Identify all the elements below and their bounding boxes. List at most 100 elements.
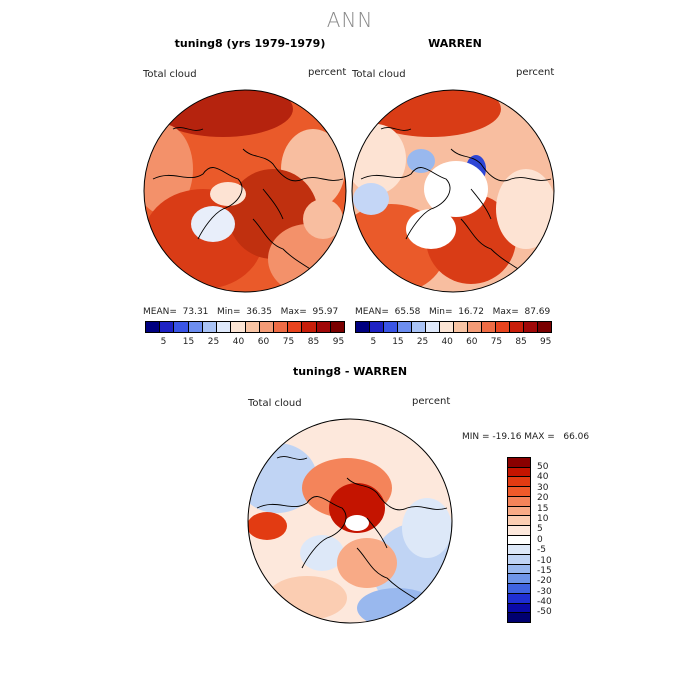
left-colorbar-ticks: 5 15 25 40 60 75 85 95 [145, 337, 351, 347]
left-colorbar-swatch [160, 322, 175, 332]
right-colorbar-swatch [482, 322, 496, 332]
diff-colorbar-tick: 40 [537, 472, 549, 483]
right-map-region [424, 161, 488, 217]
diff-map-region [345, 515, 369, 531]
left-colorbar-swatch [330, 322, 345, 332]
diff-map-region [300, 535, 344, 571]
diff-colorbar-tick: -10 [537, 555, 552, 566]
diff-colorbar-tick: 0 [537, 534, 543, 545]
left-colorbar-swatch [316, 322, 331, 332]
diff-colorbar-swatch [508, 487, 530, 497]
diff-map-region [248, 512, 287, 540]
left-panel-title: tuning8 (yrs 1979-1979) [174, 37, 326, 50]
left-min-value: 36.35 [246, 307, 272, 317]
diff-colorbar-swatch [508, 555, 530, 565]
right-max-value: 87.69 [524, 307, 551, 317]
right-map-region [496, 169, 554, 249]
right-colorbar-tick: 25 [416, 337, 429, 347]
left-colorbar-swatch [146, 322, 161, 332]
left-colorbar-swatch [202, 322, 218, 332]
left-mean-value: 73.31 [182, 307, 209, 317]
right-colorbar-tick: 85 [515, 337, 527, 347]
right-colorbar-tick: 15 [392, 337, 404, 347]
diff-colorbar-swatch [508, 593, 530, 604]
left-colorbar-tick: 5 [160, 337, 167, 347]
diff-colorbar-swatch [508, 477, 530, 488]
left-colorbar-tick: 60 [257, 337, 270, 347]
right-colorbar-swatch [538, 322, 551, 332]
right-colorbar-tick: 40 [441, 337, 453, 347]
right-coastline [360, 127, 552, 275]
diff-colorbar-swatch [508, 564, 530, 575]
diff-units-label: percent [412, 396, 451, 407]
diff-colorbar-swatch [508, 545, 530, 556]
right-colorbar-swatch [426, 322, 440, 332]
diff-colorbar-swatch [508, 467, 530, 478]
right-colorbar-swatch [356, 322, 370, 332]
right-min-value: 16.72 [458, 307, 484, 317]
right-colorbar-swatch [440, 322, 454, 332]
right-colorbar-swatch [398, 322, 412, 332]
diff-colorbar-tick: 30 [537, 482, 549, 493]
right-colorbar-tick: 5 [370, 337, 377, 347]
diff-colorbar-tick: -40 [537, 597, 552, 608]
right-map-region [406, 209, 456, 249]
diff-colorbar-tick: -20 [537, 576, 552, 587]
diff-colorbar-swatch [508, 613, 530, 622]
right-colorbar-tick: 95 [539, 337, 552, 347]
left-colorbar-swatch [174, 322, 189, 332]
right-map-region [352, 124, 406, 194]
diff-colorbar-tick: 15 [537, 503, 549, 514]
right-colorbar-swatch [370, 322, 384, 332]
figure-title: ANN [326, 8, 374, 32]
diff-map-region [337, 538, 397, 588]
left-colorbar-swatch [259, 322, 274, 332]
right-colorbar-swatch [510, 322, 524, 332]
left-mean-label: MEAN= [143, 307, 177, 317]
left-colorbar-swatch [288, 322, 303, 332]
diff-colorbar-tick: -5 [537, 545, 546, 556]
left-colorbar-swatch [217, 322, 232, 332]
left-units-label: percent [308, 67, 347, 78]
diff-colorbar-swatch [508, 496, 530, 507]
right-colorbar-swatch [454, 322, 468, 332]
left-polar-map [143, 89, 347, 293]
diff-map-region [329, 483, 385, 533]
left-colorbar-swatch [302, 322, 317, 332]
left-colorbar-tick: 85 [307, 337, 320, 347]
right-colorbar-swatch [384, 322, 398, 332]
diff-colorbar-tick: 50 [537, 462, 549, 472]
left-colorbar-swatch [231, 322, 246, 332]
diff-colorbar-swatch [508, 535, 530, 546]
left-colorbar-tick: 15 [182, 337, 195, 347]
diff-colorbar-swatch [508, 458, 530, 468]
diff-colorbar-ticks: 50 40 30 20 15 10 5 0 -5 -10 -15 -20 -30 -40 -50 [537, 462, 552, 618]
right-colorbar [355, 321, 552, 333]
right-variable-label: Total cloud [352, 69, 406, 80]
diff-map-region [402, 498, 452, 558]
right-polar-map [351, 89, 555, 293]
diff-polar-map [247, 418, 453, 624]
right-colorbar-swatch [524, 322, 538, 332]
left-max-value: 95.97 [312, 307, 339, 317]
right-min-label: Min= [428, 307, 453, 317]
left-colorbar-tick: 40 [232, 337, 245, 347]
right-colorbar-swatch [468, 322, 482, 332]
left-colorbar-tick: 95 [332, 337, 345, 347]
right-max-label: Max= [492, 307, 519, 317]
right-colorbar-tick: 60 [466, 337, 478, 347]
right-mean-label: MEAN= [355, 307, 389, 317]
left-map-region [303, 199, 343, 239]
right-panel-title: WARREN [428, 37, 482, 50]
diff-variable-label: Total cloud [248, 398, 302, 409]
right-map-region [407, 149, 435, 173]
diff-colorbar [507, 457, 531, 623]
left-stats: MEAN= 73.31 Min= 36.35 Max= 95.97 [143, 307, 338, 317]
diff-colorbar-tick: 10 [537, 513, 549, 524]
diff-colorbar-tick: 5 [537, 524, 543, 535]
diff-map-region [357, 588, 437, 623]
right-colorbar-swatch [412, 322, 426, 332]
left-min-label: Min= [216, 307, 241, 317]
left-colorbar-tick: 25 [207, 337, 220, 347]
diff-colorbar-swatch [508, 603, 530, 614]
